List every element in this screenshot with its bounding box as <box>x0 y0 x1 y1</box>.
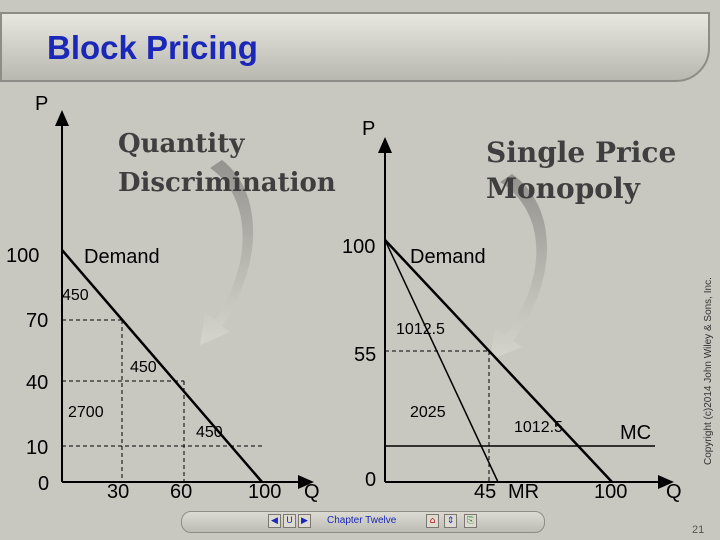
up-button[interactable]: U <box>283 514 296 528</box>
right-heading-line1: Single Price <box>486 136 676 169</box>
left-heading-line1: Quantity <box>118 129 245 159</box>
copyright-text: Copyright (c)2014 John Wiley & Sons, Inc… <box>703 277 714 465</box>
left-y-tick-70: 70 <box>26 310 48 332</box>
right-area-producer-surplus: 2025 <box>410 404 446 421</box>
left-demand-label: Demand <box>84 246 160 268</box>
right-area-deadweight-loss: 1012.5 <box>514 419 563 436</box>
right-y-tick-55: 55 <box>354 344 376 366</box>
right-demand-curve <box>384 239 613 483</box>
left-x-axis-label: Q <box>304 481 320 503</box>
right-heading-line2: Monopoly <box>486 172 641 205</box>
left-x-tick-60: 60 <box>170 481 192 503</box>
slide-title: Block Pricing <box>47 29 258 66</box>
next-slide-button[interactable]: ▶ <box>298 514 311 528</box>
left-y-tick-10: 10 <box>26 437 48 459</box>
left-area-bottom: 450 <box>196 424 223 441</box>
right-y-tick-100: 100 <box>342 236 375 258</box>
left-area-top: 450 <box>62 287 89 304</box>
right-x-axis-label: Q <box>666 481 682 503</box>
right-curved-arrow <box>490 174 548 360</box>
left-x-axis-arrow <box>298 475 314 489</box>
right-x-tick-45: 45 <box>474 481 496 503</box>
right-mc-label: MC <box>620 422 651 444</box>
home-button[interactable]: ⌂ <box>426 514 439 528</box>
right-area-consumer-surplus: 1012.5 <box>396 321 445 338</box>
left-origin-0: 0 <box>38 473 49 495</box>
left-x-tick-100: 100 <box>248 481 281 503</box>
right-x-tick-100: 100 <box>594 481 627 503</box>
left-heading-line2: Discrimination <box>118 168 336 198</box>
prev-slide-button[interactable]: ◀ <box>268 514 281 528</box>
page-number: 21 <box>692 524 705 536</box>
chapter-label: Chapter Twelve <box>327 515 397 526</box>
right-origin-0: 0 <box>365 469 376 491</box>
right-mr-label: MR <box>508 481 539 503</box>
outline-button[interactable]: ⇕ <box>444 514 457 528</box>
left-area-base: 2700 <box>68 404 104 421</box>
left-y-axis-arrow <box>55 110 69 126</box>
left-y-tick-40: 40 <box>26 372 48 394</box>
nav-bar: ◀ U ▶ Chapter Twelve ⌂ ⇕ ⎘ <box>181 511 545 533</box>
right-y-axis-arrow <box>378 137 392 153</box>
right-demand-label: Demand <box>410 246 486 268</box>
right-x-axis-arrow <box>658 475 674 489</box>
left-x-tick-30: 30 <box>107 481 129 503</box>
left-curved-arrow <box>200 160 254 345</box>
title-bar <box>0 12 710 82</box>
left-demand-curve <box>61 249 263 483</box>
copy-button[interactable]: ⎘ <box>464 514 477 528</box>
left-area-middle: 450 <box>130 359 157 376</box>
right-y-axis-label: P <box>362 118 375 140</box>
right-mr-curve <box>384 239 499 483</box>
left-y-tick-100: 100 <box>6 245 39 267</box>
left-y-axis-label: P <box>35 93 48 115</box>
